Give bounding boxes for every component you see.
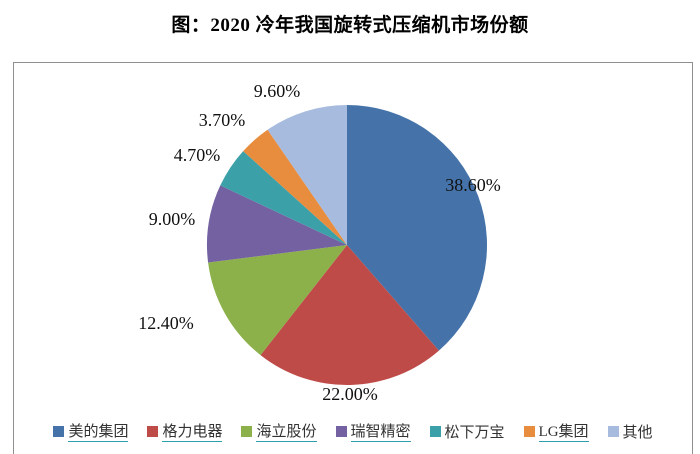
- legend-item-4: 松下万宝: [429, 421, 505, 442]
- pie-data-label-1: 22.00%: [322, 384, 378, 404]
- pie-slice-5: [243, 129, 347, 245]
- legend-item-5: LG集团: [523, 420, 589, 442]
- pie-slice-3: [206, 185, 347, 263]
- pie-data-label-4: 4.70%: [174, 145, 221, 165]
- pie-data-label-6: 9.60%: [254, 81, 301, 101]
- legend-item-2: 海立股份: [241, 420, 317, 442]
- legend-label-1: 格力电器: [162, 420, 223, 442]
- pie-data-label-3: 9.00%: [149, 209, 196, 229]
- legend-swatch-icon: [607, 425, 619, 437]
- pie-data-label-2: 12.40%: [138, 313, 194, 333]
- legend-swatch-icon: [147, 425, 159, 437]
- legend-item-3: 瑞智精密: [335, 420, 411, 442]
- legend-item-6: 其他: [607, 421, 653, 442]
- legend-label-5: LG集团: [538, 420, 589, 442]
- pie-slice-0: [347, 105, 488, 351]
- legend-item-1: 格力电器: [147, 420, 223, 442]
- chart-title: 图：2020 冷年我国旋转式压缩机市场份额: [171, 15, 529, 36]
- legend-swatch-icon: [335, 425, 347, 437]
- legend-item-0: 美的集团: [53, 420, 129, 442]
- pie-data-label-0: 38.60%: [445, 175, 501, 195]
- pie-slice-4: [220, 151, 347, 245]
- legend-label-2: 海立股份: [256, 420, 317, 442]
- legend-swatch-icon: [53, 425, 65, 437]
- legend-swatch-icon: [241, 425, 253, 437]
- pie-slice-1: [260, 245, 439, 386]
- legend-label-3: 瑞智精密: [350, 420, 411, 442]
- pie-data-label-5: 3.70%: [199, 110, 246, 130]
- legend-label-4: 松下万宝: [444, 424, 505, 441]
- legend-label-6: 其他: [622, 424, 653, 441]
- pie-slice-2: [208, 245, 347, 356]
- legend-swatch-icon: [523, 425, 535, 437]
- legend: 美的集团 格力电器 海立股份 瑞智精密 松下万宝 LG集团 其他: [13, 420, 693, 442]
- legend-label-0: 美的集团: [68, 420, 129, 442]
- pie-slice-6: [267, 105, 347, 245]
- legend-swatch-icon: [429, 425, 441, 437]
